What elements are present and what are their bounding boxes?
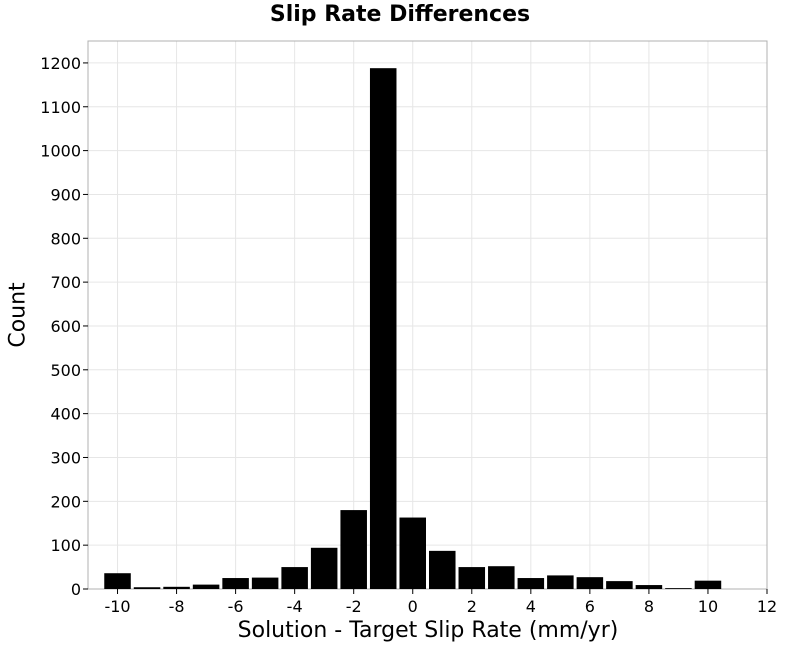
- y-tick-label: 600: [50, 317, 81, 336]
- x-tick-label: 2: [467, 597, 477, 616]
- y-tick-label: 400: [50, 405, 81, 424]
- bar: [606, 581, 633, 589]
- x-tick-label: -10: [104, 597, 130, 616]
- x-tick-label: -8: [169, 597, 185, 616]
- grid-lines: [88, 41, 768, 590]
- x-axis-label: Solution - Target Slip Rate (mm/yr): [237, 618, 619, 643]
- bar: [251, 577, 279, 589]
- x-tick-label: 8: [644, 597, 654, 616]
- bar: [429, 550, 456, 589]
- bar: [340, 510, 367, 589]
- y-tick-label: 100: [50, 536, 81, 555]
- y-tick-label: 1100: [40, 98, 81, 117]
- y-tick-label: 900: [50, 185, 81, 204]
- y-axis-label: Count: [5, 282, 31, 348]
- bar: [488, 566, 515, 589]
- x-tick-label: 10: [698, 597, 718, 616]
- bar: [281, 567, 308, 589]
- bar: [665, 588, 692, 589]
- bar: [547, 575, 574, 589]
- bar: [635, 585, 663, 589]
- x-tick-label: 12: [757, 597, 777, 616]
- bar: [192, 584, 220, 589]
- bar: [576, 577, 604, 589]
- plot-area-frame: [87, 40, 768, 590]
- bar: [399, 517, 426, 589]
- bar: [310, 547, 338, 589]
- bar: [458, 567, 486, 589]
- y-tick-label: 700: [50, 273, 81, 292]
- x-tick-label: 6: [585, 597, 595, 616]
- bar: [104, 573, 131, 589]
- bars: [104, 68, 722, 590]
- bar: [163, 586, 190, 589]
- x-tick-label: -4: [287, 597, 303, 616]
- chart-title: Slip Rate Differences: [269, 2, 531, 27]
- x-tick-label: 0: [408, 597, 418, 616]
- bar: [133, 587, 161, 589]
- bar: [222, 578, 249, 589]
- y-tick-label: 300: [50, 448, 81, 467]
- y-tick-label: 800: [50, 229, 81, 248]
- bar: [369, 68, 397, 590]
- y-tick-label: 1200: [40, 54, 81, 73]
- x-tick-label: 4: [526, 597, 536, 616]
- x-tick-label: -2: [346, 597, 362, 616]
- bar: [694, 580, 722, 589]
- x-tick-label: -6: [228, 597, 244, 616]
- y-tick-labels: 0 100 200 300 400 500 600 700 800 900 1000 1100 1200: [40, 54, 88, 599]
- bar: [517, 578, 545, 589]
- y-tick-label: 200: [50, 492, 81, 511]
- y-tick-label: 0: [71, 580, 81, 599]
- x-tick-labels: -10 -8 -6 -4 -2 0 2 4 6 8 10 12: [104, 589, 777, 616]
- y-tick-label: 1000: [40, 142, 81, 161]
- y-tick-label: 500: [50, 361, 81, 380]
